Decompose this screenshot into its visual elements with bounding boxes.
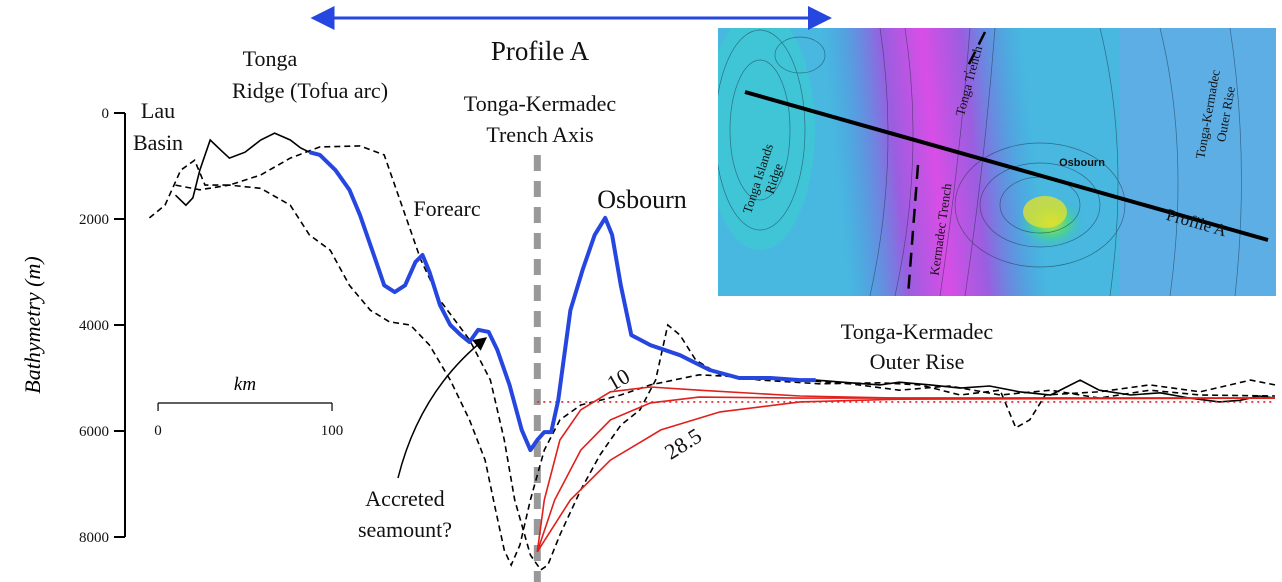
annotation: Outer Rise [870,349,965,374]
annotation: Basin [133,130,183,155]
annotation-arrow [398,338,486,478]
annotation: Tonga [243,46,298,71]
annotation: Trench Axis [486,122,593,147]
inset-map: Tonga Islands Ridge Kermadec Trench Tong… [705,0,1276,329]
profile-line [176,133,310,205]
annotation: Tonga-Kermadec [841,319,994,344]
profile-title: Profile A [491,36,590,66]
x-tick-label: 100 [321,423,344,439]
map-peak [1023,196,1067,228]
annotation: Forearc [413,196,480,221]
y-tick-label: 2000 [79,212,109,228]
y-axis-label: Bathymetry (m) [20,256,45,393]
annotation: Lau [141,98,175,123]
figure: Tonga Islands Ridge Kermadec Trench Tong… [0,0,1282,582]
annotation: Osbourn [597,185,687,214]
map-deep [1120,28,1276,296]
x-tick-label: 0 [154,423,162,439]
annotation: Accreted [365,486,444,511]
map-label: Osbourn [1059,157,1105,169]
profile-line [537,397,1275,552]
y-tick-label: 4000 [79,318,109,334]
y-tick-label: 8000 [79,530,109,546]
profile-line [537,387,1275,552]
y-tick-label: 0 [102,106,110,122]
profile-line [537,398,1275,552]
map-ridge [705,10,815,250]
annotation: seamount? [358,517,452,542]
scale-bar-label: km [234,374,256,395]
y-tick-label: 6000 [79,424,109,440]
annotation: Tonga-Kermadec [464,91,617,116]
curve-label: 28.5 [660,423,706,465]
annotation: Ridge (Tofua arc) [232,78,388,103]
